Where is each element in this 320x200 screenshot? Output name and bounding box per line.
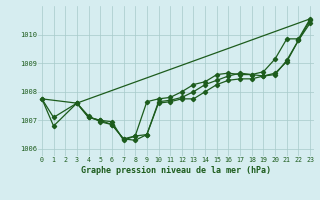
X-axis label: Graphe pression niveau de la mer (hPa): Graphe pression niveau de la mer (hPa) [81,166,271,175]
